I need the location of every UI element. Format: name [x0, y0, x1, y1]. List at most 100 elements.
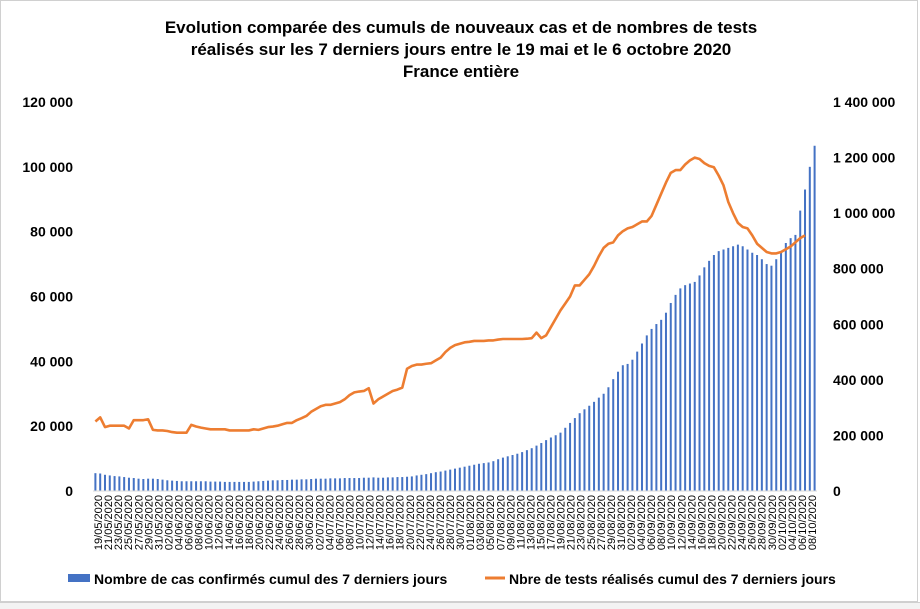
bar — [727, 247, 730, 492]
x-tick-label: 30/07/2020 — [455, 495, 467, 550]
bar — [329, 478, 332, 491]
bar — [765, 264, 768, 491]
bar — [756, 255, 759, 491]
x-tick-label: 29/08/2020 — [606, 495, 618, 550]
x-tick-label: 18/09/2020 — [706, 495, 718, 550]
x-tick-label: 04/09/2020 — [636, 495, 648, 550]
chart-title: Evolution comparée des cumuls de nouveau… — [165, 18, 757, 81]
bar — [420, 474, 423, 491]
bar — [468, 465, 471, 491]
x-tick-label: 24/06/2020 — [274, 495, 286, 550]
bar — [377, 477, 380, 491]
bar — [736, 244, 739, 491]
chart-title-line-1: Evolution comparée des cumuls de nouveau… — [165, 18, 757, 37]
y-left-tick-label: 60 000 — [30, 289, 73, 305]
x-tick-label: 22/07/2020 — [415, 495, 427, 550]
bar — [410, 476, 413, 491]
x-tick-label: 20/06/2020 — [254, 495, 266, 550]
x-tick-label: 23/08/2020 — [576, 495, 588, 550]
x-tick-label: 06/07/2020 — [334, 495, 346, 550]
bar — [530, 448, 533, 491]
bar — [415, 475, 418, 491]
bar — [290, 479, 293, 491]
bar — [569, 422, 572, 491]
x-tick-label: 16/09/2020 — [696, 495, 708, 550]
y-left-tick-label: 40 000 — [30, 353, 73, 369]
bar — [334, 478, 337, 491]
x-tick-label: 14/06/2020 — [224, 495, 236, 550]
x-tick-label: 19/05/2020 — [93, 495, 105, 550]
bar — [492, 461, 495, 491]
y-right-tick-label: 200 000 — [833, 427, 884, 443]
x-tick-label: 06/09/2020 — [646, 495, 658, 550]
bar — [617, 371, 620, 491]
bar — [401, 477, 404, 491]
x-tick-label: 14/09/2020 — [686, 495, 698, 550]
bar — [487, 462, 490, 491]
bar — [195, 481, 198, 491]
x-tick-label: 21/08/2020 — [566, 495, 578, 550]
bar — [453, 468, 456, 491]
bar — [262, 480, 265, 491]
bar — [406, 476, 409, 491]
bar — [362, 477, 365, 491]
bar — [180, 481, 183, 491]
bar — [688, 283, 691, 491]
legend-line-label: Nbre de tests réalisés cumul des 7 derni… — [509, 571, 836, 587]
x-tick-label: 28/07/2020 — [445, 495, 457, 550]
bar — [425, 474, 428, 491]
x-tick-label: 01/08/2020 — [465, 495, 477, 550]
bar — [252, 481, 255, 491]
bar — [559, 432, 562, 491]
bar — [247, 481, 250, 491]
x-tick-label: 08/06/2020 — [194, 495, 206, 550]
bar — [770, 265, 773, 491]
right-y-axis: 0 200 000 400 000 600 000 800 000 1 000 000 1 … — [833, 94, 895, 499]
bar — [540, 443, 543, 491]
bar — [276, 480, 279, 491]
x-axis: 19/05/202021/05/202023/05/202025/05/2020… — [93, 495, 819, 550]
bar — [751, 252, 754, 491]
x-tick-label: 26/07/2020 — [435, 495, 447, 550]
y-right-tick-label: 400 000 — [833, 372, 884, 388]
bar — [775, 259, 778, 491]
bar — [626, 363, 629, 491]
x-tick-label: 25/05/2020 — [123, 495, 135, 550]
bar — [123, 477, 126, 491]
bar — [300, 479, 303, 491]
bar — [214, 481, 217, 491]
line-series — [94, 156, 806, 434]
bar — [137, 478, 140, 491]
bar — [732, 246, 735, 491]
x-tick-label: 21/05/2020 — [103, 495, 115, 550]
bar — [353, 478, 356, 491]
bar — [430, 473, 433, 491]
x-tick-label: 11/08/2020 — [515, 495, 527, 549]
bar — [501, 457, 504, 491]
bar — [319, 478, 322, 491]
bar — [338, 478, 341, 491]
bar — [358, 478, 361, 491]
bar — [473, 464, 476, 491]
x-tick-label: 27/08/2020 — [596, 495, 608, 550]
bar — [516, 453, 519, 491]
x-tick-label: 22/06/2020 — [264, 495, 276, 550]
bar — [808, 166, 811, 491]
legend: Nombre de cas confirmés cumul des 7 dern… — [68, 571, 836, 587]
bar — [645, 335, 648, 491]
y-right-tick-label: 0 — [833, 483, 841, 499]
bar — [573, 418, 576, 491]
x-tick-label: 17/08/2020 — [546, 495, 558, 550]
x-tick-label: 16/07/2020 — [385, 495, 397, 550]
x-tick-label: 07/08/2020 — [495, 495, 507, 550]
bar — [271, 480, 274, 491]
bar — [660, 319, 663, 491]
bar — [549, 437, 552, 491]
bar — [650, 328, 653, 491]
bar — [535, 445, 538, 491]
y-right-tick-label: 600 000 — [833, 316, 884, 332]
bar — [497, 459, 500, 491]
bar — [286, 479, 289, 491]
bar — [372, 477, 375, 491]
